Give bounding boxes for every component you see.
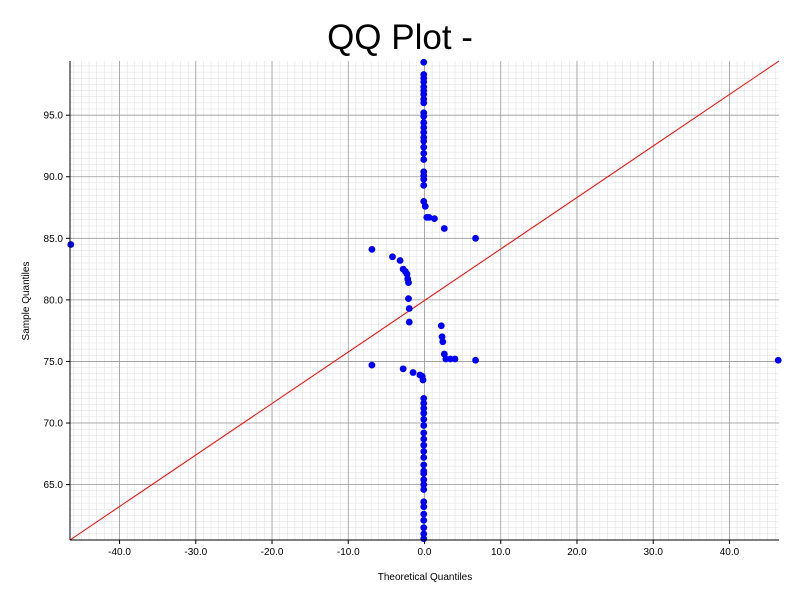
data-point (420, 435, 428, 443)
reference-line-layer (69, 60, 780, 541)
data-point (389, 253, 396, 261)
data-point (420, 476, 428, 484)
y-tick-label: 80.0 (44, 295, 64, 306)
data-point (425, 213, 433, 221)
data-point (420, 429, 428, 437)
data-point (405, 279, 412, 287)
x-tick-label: -20.0 (261, 547, 284, 558)
x-tick-label: 0.0 (418, 547, 432, 558)
data-point (409, 369, 417, 376)
data-point (420, 156, 428, 163)
data-point (420, 394, 428, 402)
x-tick-label: 30.0 (643, 547, 663, 558)
data-point (451, 355, 459, 363)
data-point (405, 295, 412, 303)
data-point (420, 119, 428, 126)
data-point (420, 149, 428, 157)
data-point (472, 234, 479, 242)
data-point (420, 486, 428, 493)
x-tick-label: 20.0 (567, 547, 587, 558)
data-point (420, 447, 428, 455)
y-tick-label: 65.0 (44, 480, 64, 491)
data-point (439, 338, 447, 346)
data-point (420, 399, 428, 407)
y-tick-label: 95.0 (44, 111, 64, 122)
data-point (420, 516, 428, 524)
data-point (420, 113, 428, 120)
y-tick-label: 75.0 (44, 357, 64, 368)
x-tick-label: 40.0 (720, 547, 740, 558)
x-axis-title: Theoretical Quantiles (378, 572, 473, 583)
data-point (420, 137, 428, 145)
data-point (396, 257, 404, 264)
data-point (420, 99, 428, 107)
reference-line (69, 60, 780, 541)
data-point (420, 454, 428, 461)
data-point (472, 356, 479, 364)
x-tick-label: -40.0 (108, 547, 131, 558)
data-point (420, 58, 428, 66)
data-point (420, 409, 428, 417)
y-tick-labels: 65.0 70.0 75.0 80.0 85.0 90.0 95.0 (44, 111, 64, 491)
data-point (420, 124, 428, 131)
data-point (67, 241, 75, 248)
data-point (420, 90, 428, 98)
data-point (420, 530, 428, 538)
data-point (405, 318, 413, 326)
data-point (420, 524, 428, 532)
data-point (419, 376, 427, 384)
x-tick-label: 10.0 (491, 547, 511, 558)
data-point (420, 143, 428, 151)
x-tick-label: -30.0 (184, 547, 207, 558)
x-tick-label: -10.0 (337, 547, 360, 558)
major-grid (70, 61, 779, 540)
y-tick-label: 70.0 (44, 419, 64, 430)
data-point (420, 129, 428, 136)
data-point (420, 535, 428, 543)
data-point (420, 78, 428, 86)
axes (66, 61, 779, 544)
data-point (431, 215, 438, 223)
data-point (421, 202, 429, 210)
data-points (67, 58, 782, 543)
data-point (420, 503, 428, 511)
data-point (437, 322, 445, 330)
y-tick-label: 85.0 (44, 234, 64, 245)
data-point (420, 415, 428, 423)
data-point (420, 481, 428, 488)
data-point (420, 175, 428, 183)
data-point (440, 225, 448, 232)
data-point (420, 404, 428, 412)
data-point (774, 356, 782, 364)
data-point (420, 470, 428, 477)
data-point (405, 305, 413, 312)
x-tick-labels: -40.0 -30.0 -20.0 -10.0 0.0 10.0 20.0 30.0 40.0 (108, 547, 739, 558)
data-point (420, 422, 428, 429)
data-point (420, 498, 428, 506)
data-point (368, 361, 376, 369)
data-point (420, 441, 428, 449)
page-title: QQ Plot - (327, 18, 473, 57)
data-point (420, 461, 428, 469)
y-axis-title: Sample Quantiles (21, 262, 32, 341)
data-point (420, 510, 428, 518)
data-point (368, 245, 376, 253)
data-point (420, 181, 428, 189)
y-tick-label: 90.0 (44, 172, 64, 183)
data-point (399, 365, 407, 373)
